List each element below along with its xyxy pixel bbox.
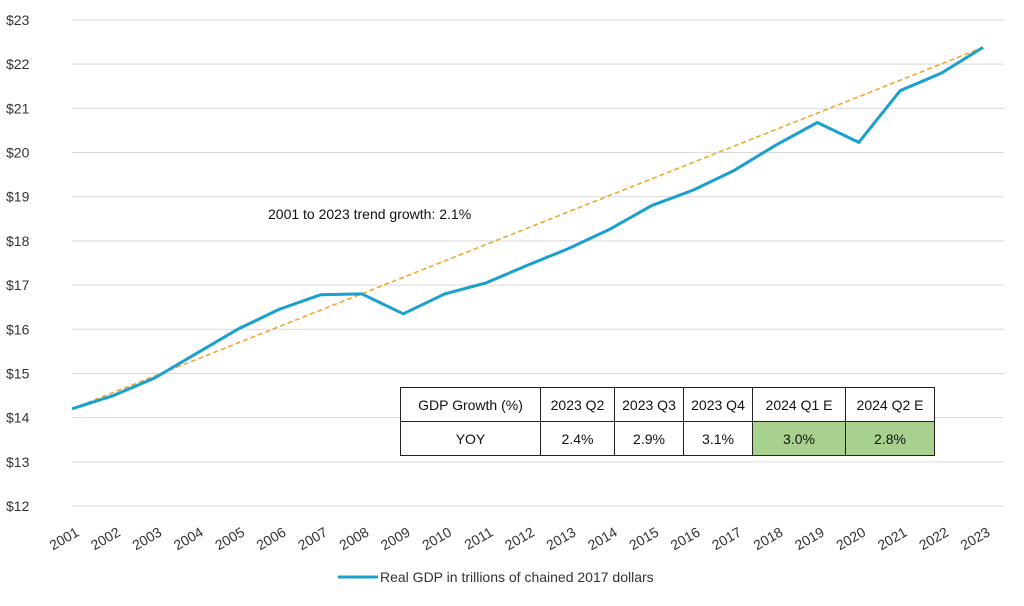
x-tick-label: 2014	[585, 524, 620, 554]
y-axis-ticks: $12 $13 $14 $15 $16 $17 $18 $19 $20 $21 $22 $23	[6, 12, 30, 514]
x-tick-label: 2018	[750, 524, 785, 554]
x-tick-label: 2007	[295, 524, 330, 554]
table-cell-estimate: 3.0%	[752, 421, 846, 456]
y-tick-label: $15	[6, 365, 30, 381]
y-tick-label: $18	[6, 233, 30, 249]
y-tick-label: $22	[6, 56, 30, 72]
y-tick-label: $20	[6, 145, 30, 161]
legend: Real GDP in trillions of chained 2017 do…	[338, 569, 654, 585]
x-tick-label: 2002	[88, 524, 123, 554]
table-cell: 3.1%	[683, 421, 753, 456]
trend-annotation: 2001 to 2023 trend growth: 2.1%	[268, 206, 471, 222]
table-cell: 2.9%	[614, 421, 684, 456]
y-tick-label: $23	[6, 12, 30, 28]
y-tick-label: $21	[6, 100, 30, 116]
x-tick-label: 2009	[378, 524, 413, 554]
x-tick-label: 2023	[958, 524, 993, 554]
y-tick-label: $14	[6, 410, 30, 426]
table-header-row: GDP Growth (%) 2023 Q2 2023 Q3 2023 Q4 2…	[400, 387, 935, 422]
y-tick-label: $16	[6, 321, 30, 337]
table-col-header: 2024 Q2 E	[845, 387, 935, 422]
y-tick-label: $13	[6, 454, 30, 470]
x-tick-label: 2021	[875, 524, 910, 554]
x-tick-label: 2020	[833, 524, 868, 554]
x-axis-ticks: 2001 2002 2003 2004 2005 2006 2007 2008 2009 2010…	[47, 524, 993, 554]
y-tick-label: $17	[6, 277, 30, 293]
table-col-header: 2023 Q3	[614, 387, 684, 422]
table-cell-estimate: 2.8%	[845, 421, 935, 456]
legend-label: Real GDP in trillions of chained 2017 do…	[380, 569, 654, 585]
x-tick-label: 2008	[336, 524, 371, 554]
x-tick-label: 2011	[462, 524, 496, 553]
x-tick-label: 2004	[171, 524, 206, 554]
table-header-label: GDP Growth (%)	[400, 387, 541, 422]
table-row: YOY 2.4% 2.9% 3.1% 3.0% 2.8%	[400, 421, 935, 456]
table-row-label: YOY	[400, 421, 541, 456]
x-tick-label: 2017	[709, 524, 744, 554]
table-col-header: 2023 Q2	[540, 387, 615, 422]
gdp-growth-table: GDP Growth (%) 2023 Q2 2023 Q3 2023 Q4 2…	[400, 387, 935, 456]
series-layer	[71, 46, 984, 411]
x-tick-label: 2005	[212, 524, 247, 554]
x-tick-label: 2016	[668, 524, 703, 554]
y-tick-label: $12	[6, 498, 30, 514]
table-col-header: 2023 Q4	[683, 387, 753, 422]
x-tick-label: 2001	[47, 524, 82, 554]
grid-lines	[72, 19, 1004, 507]
x-tick-label: 2019	[792, 524, 827, 554]
x-tick-label: 2015	[626, 524, 661, 554]
x-tick-label: 2022	[916, 524, 951, 554]
y-tick-label: $19	[6, 189, 30, 205]
x-tick-label: 2010	[419, 524, 454, 554]
table-cell: 2.4%	[540, 421, 615, 456]
x-tick-label: 2003	[129, 524, 164, 554]
x-tick-label: 2013	[543, 524, 578, 554]
trend-line	[71, 46, 984, 410]
x-tick-label: 2012	[502, 524, 537, 554]
table-col-header: 2024 Q1 E	[752, 387, 846, 422]
x-tick-label: 2006	[254, 524, 289, 554]
